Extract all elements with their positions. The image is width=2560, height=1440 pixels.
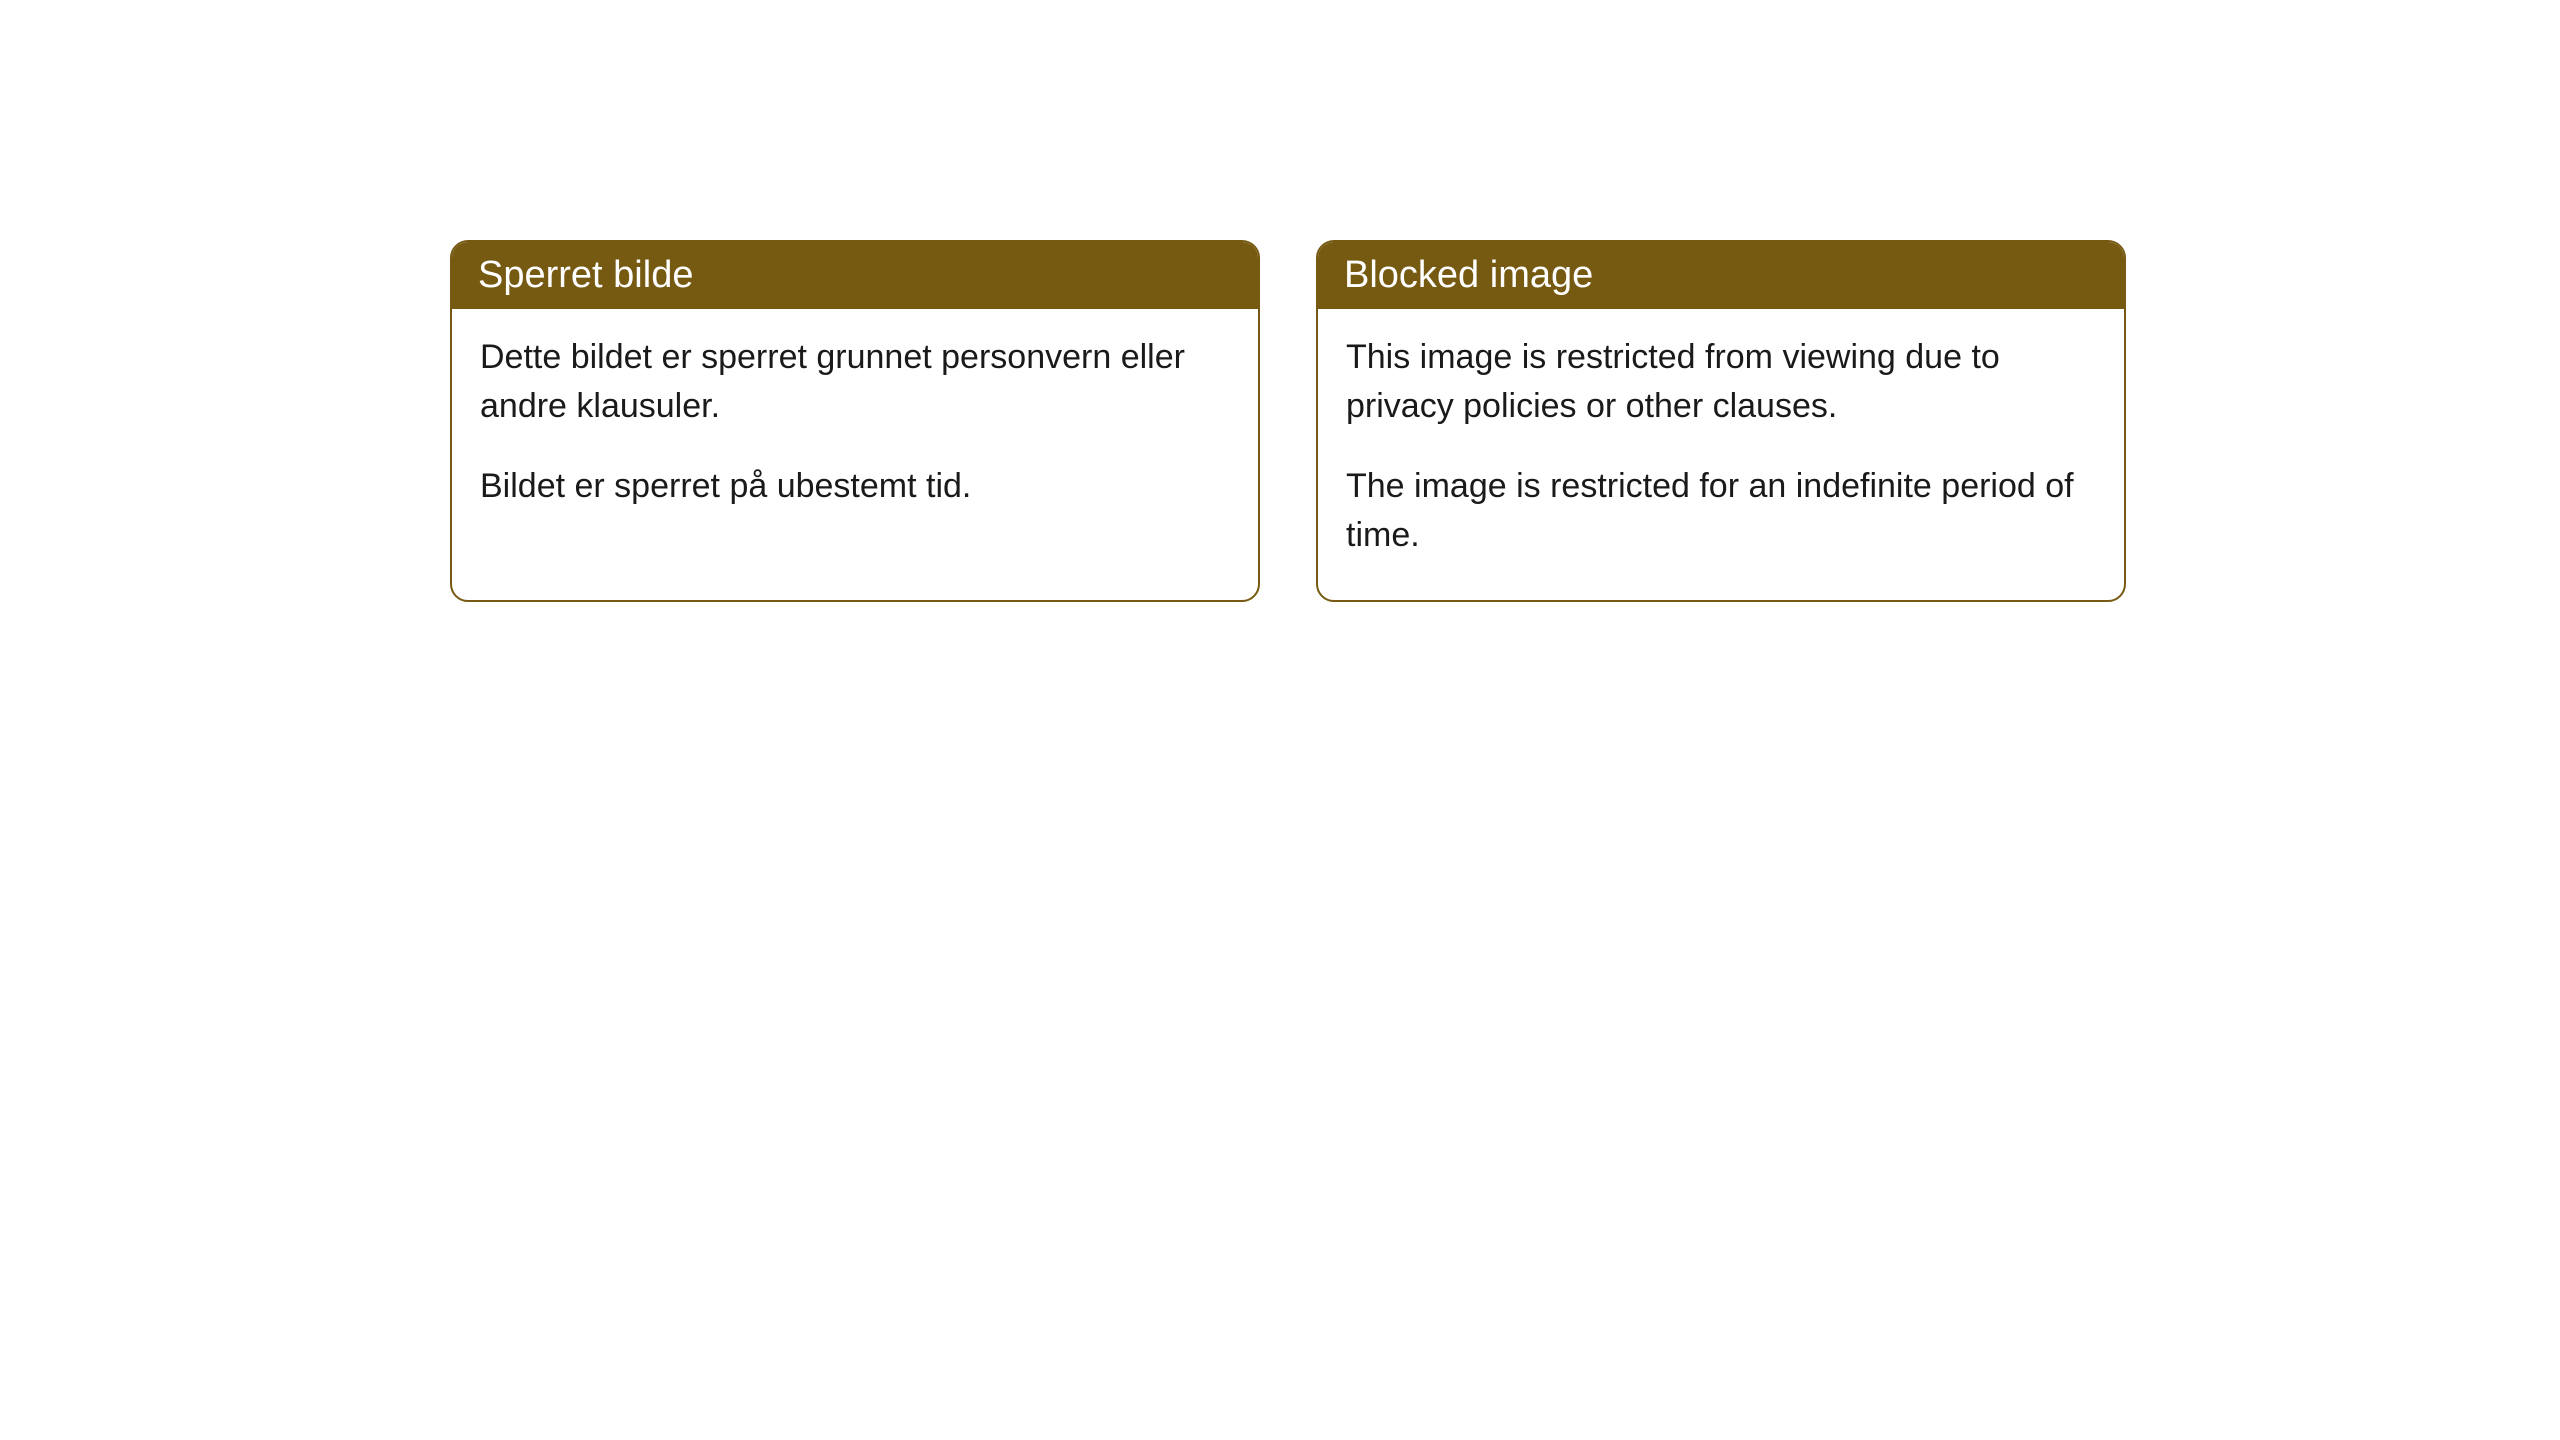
card-title: Sperret bilde <box>478 254 693 296</box>
notice-cards-container: Sperret bilde Dette bildet er sperret gr… <box>450 240 2126 602</box>
card-header-norwegian: Sperret bilde <box>452 242 1258 309</box>
card-title: Blocked image <box>1344 254 1593 296</box>
card-paragraph: The image is restricted for an indefinit… <box>1346 462 2096 561</box>
card-paragraph: This image is restricted from viewing du… <box>1346 333 2096 432</box>
card-paragraph: Bildet er sperret på ubestemt tid. <box>480 462 1230 511</box>
card-header-english: Blocked image <box>1318 242 2124 309</box>
blocked-image-card-english: Blocked image This image is restricted f… <box>1316 240 2126 602</box>
card-paragraph: Dette bildet er sperret grunnet personve… <box>480 333 1230 432</box>
card-body-norwegian: Dette bildet er sperret grunnet personve… <box>452 309 1258 551</box>
blocked-image-card-norwegian: Sperret bilde Dette bildet er sperret gr… <box>450 240 1260 602</box>
card-body-english: This image is restricted from viewing du… <box>1318 309 2124 600</box>
